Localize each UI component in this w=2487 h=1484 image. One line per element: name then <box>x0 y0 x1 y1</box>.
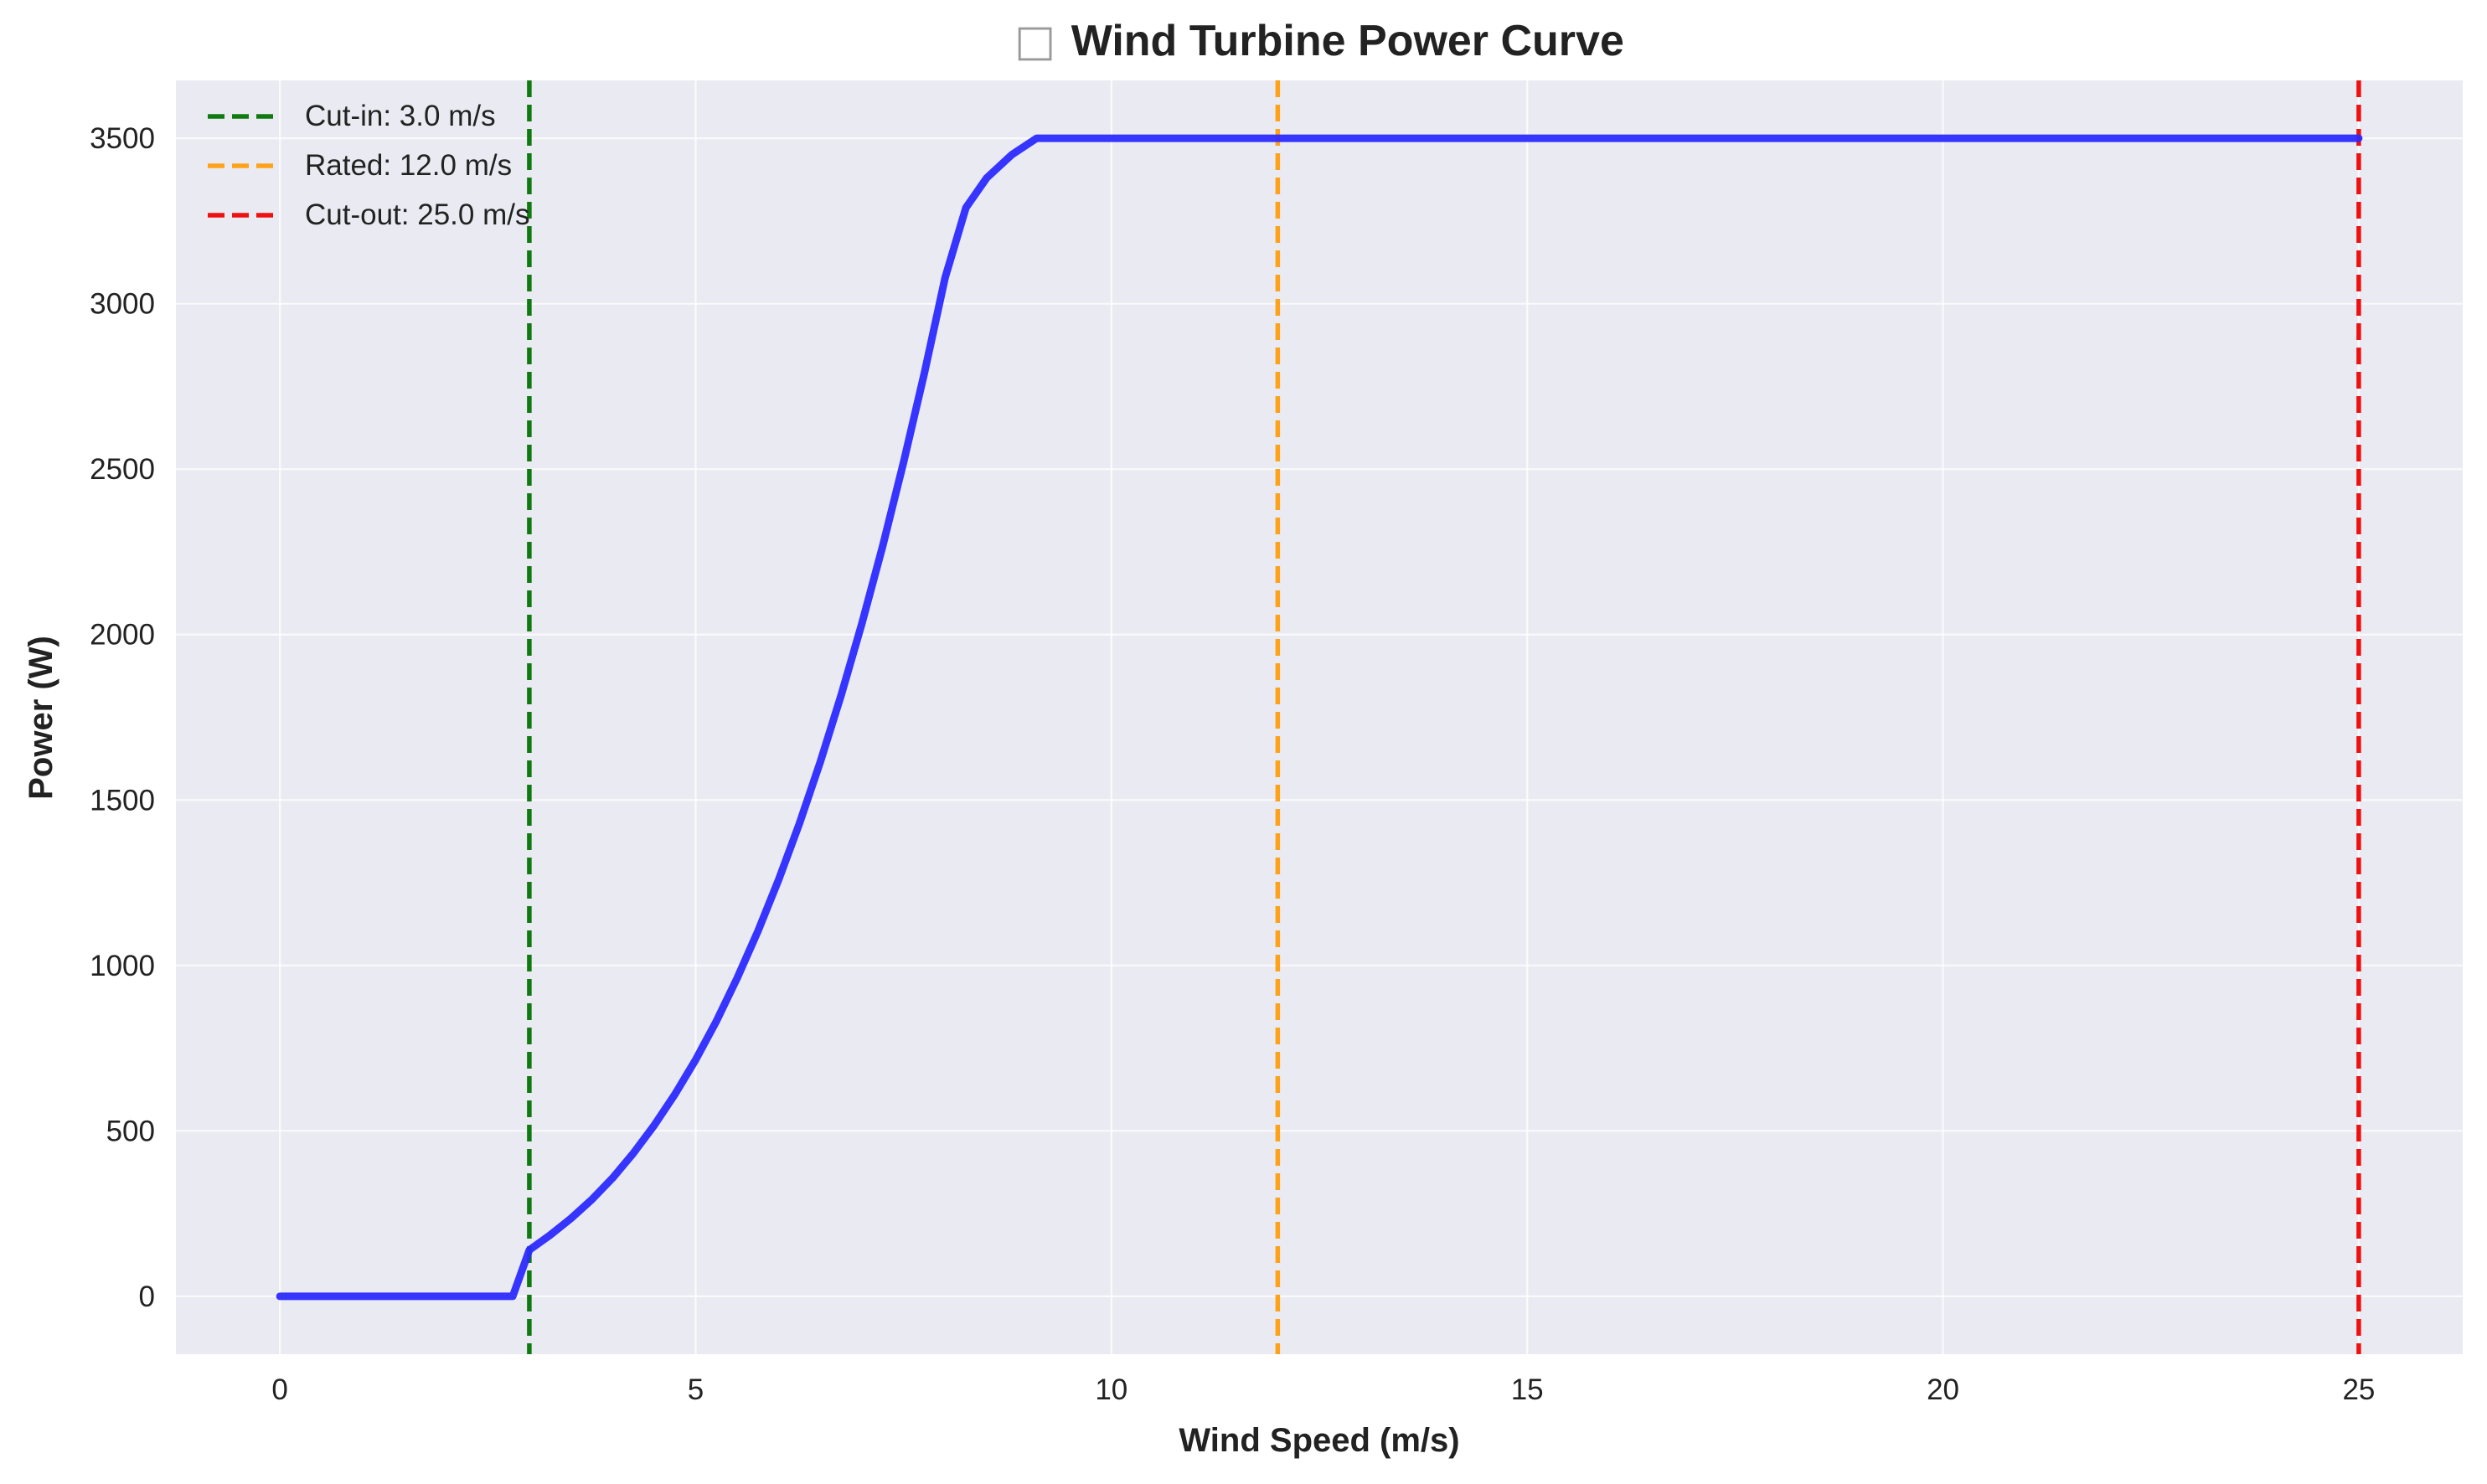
y-axis-label: Power (W) <box>23 636 59 800</box>
power-curve-line <box>276 134 2363 1301</box>
legend: Cut-in: 3.0 m/s Rated: 12.0 m/s Cut-out: 2… <box>208 100 529 231</box>
x-axis-label: Wind Speed (m/s) <box>1179 1422 1459 1459</box>
x-tick-label: 20 <box>1927 1373 1959 1406</box>
y-tick-label: 1500 <box>90 784 155 817</box>
reference-lines <box>527 80 2361 1354</box>
y-tick-label: 1000 <box>90 950 155 982</box>
svg-text:□ Wind Turbine Power Cur: □ Wind Turbine Power Curve <box>1014 16 1624 66</box>
chart-title-text: Wind Turbine Power Curve <box>1071 17 1624 65</box>
plot-area <box>176 80 2463 1354</box>
series-layer <box>276 134 2363 1301</box>
x-tick-label: 0 <box>271 1373 287 1406</box>
tick-labels: 0 5 10 15 20 25 0 500 1000 1500 2000 2500 3000 3500 <box>90 122 2375 1406</box>
legend-label: Rated: 12.0 m/s <box>305 149 512 182</box>
legend-label: Cut-out: 25.0 m/s <box>305 198 529 231</box>
legend-label: Cut-in: 3.0 m/s <box>305 100 496 132</box>
x-tick-label: 10 <box>1095 1373 1127 1406</box>
y-tick-label: 500 <box>106 1115 155 1147</box>
y-tick-label: 3000 <box>90 288 155 321</box>
y-tick-label: 3500 <box>90 122 155 155</box>
x-tick-label: 5 <box>688 1373 704 1406</box>
y-tick-label: 2000 <box>90 619 155 652</box>
chart-title: □ Wind Turbine Power Curve <box>1014 16 1624 66</box>
y-tick-label: 2500 <box>90 453 155 486</box>
y-tick-label: 0 <box>139 1280 155 1313</box>
missing-glyph-icon: □ <box>1014 16 1055 66</box>
x-tick-label: 25 <box>2342 1373 2375 1406</box>
x-tick-label: 15 <box>1511 1373 1544 1406</box>
